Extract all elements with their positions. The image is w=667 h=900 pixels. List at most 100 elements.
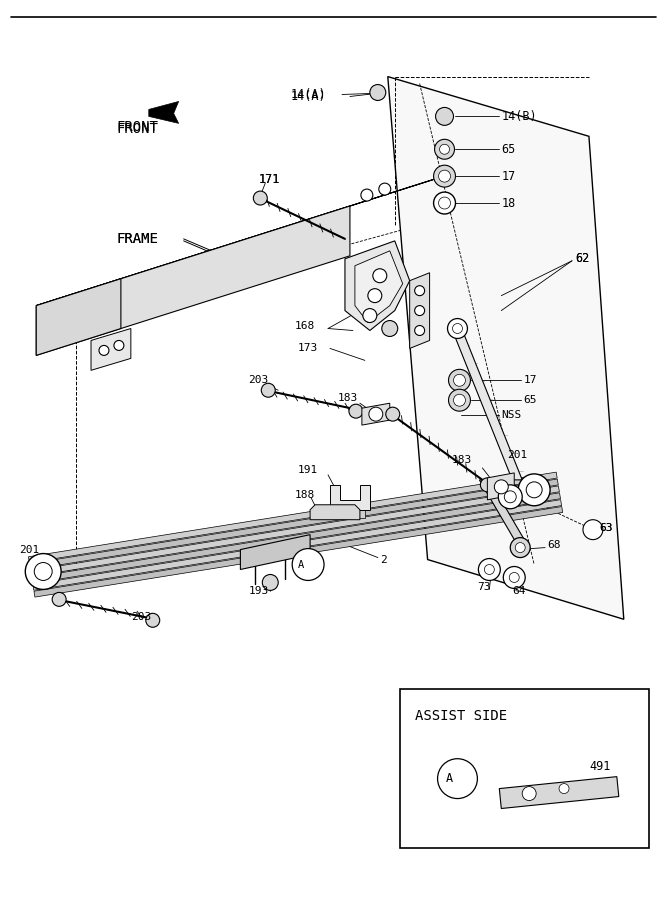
Circle shape	[478, 559, 500, 580]
Circle shape	[349, 404, 363, 419]
Text: 63: 63	[599, 523, 612, 533]
Circle shape	[454, 394, 466, 406]
Text: 14(A): 14(A)	[290, 90, 325, 103]
Text: 201: 201	[19, 544, 39, 554]
Polygon shape	[452, 330, 522, 480]
Circle shape	[440, 144, 450, 154]
Text: 491: 491	[589, 760, 610, 773]
Polygon shape	[36, 179, 435, 306]
Polygon shape	[29, 479, 558, 570]
Polygon shape	[240, 535, 310, 570]
Circle shape	[434, 192, 456, 214]
Circle shape	[515, 543, 525, 553]
Circle shape	[415, 306, 425, 316]
Polygon shape	[34, 507, 563, 597]
Polygon shape	[362, 403, 390, 425]
Circle shape	[439, 170, 450, 182]
Circle shape	[368, 289, 382, 302]
Polygon shape	[400, 689, 649, 849]
Circle shape	[363, 309, 377, 322]
Polygon shape	[480, 480, 527, 544]
Circle shape	[52, 592, 66, 607]
Circle shape	[559, 784, 569, 794]
Circle shape	[480, 478, 494, 491]
Circle shape	[34, 562, 52, 580]
Polygon shape	[410, 273, 430, 348]
Text: 14(A): 14(A)	[290, 88, 325, 101]
Polygon shape	[91, 328, 131, 370]
Text: 203: 203	[248, 375, 269, 385]
Circle shape	[361, 189, 373, 201]
Circle shape	[494, 480, 508, 494]
Text: A: A	[298, 560, 304, 570]
Text: 64: 64	[512, 587, 526, 597]
Circle shape	[253, 191, 267, 205]
Polygon shape	[488, 472, 514, 500]
Circle shape	[25, 554, 61, 590]
Text: 65: 65	[502, 143, 516, 156]
Circle shape	[526, 482, 542, 498]
Circle shape	[518, 474, 550, 506]
Text: 183: 183	[452, 455, 472, 465]
Circle shape	[510, 572, 519, 582]
Text: 191: 191	[298, 465, 318, 475]
Text: 63: 63	[599, 523, 612, 533]
Polygon shape	[335, 509, 365, 518]
Circle shape	[438, 759, 478, 798]
Circle shape	[114, 340, 124, 350]
Polygon shape	[310, 505, 360, 519]
Circle shape	[292, 549, 324, 580]
Text: 193: 193	[248, 587, 269, 597]
Circle shape	[379, 183, 391, 195]
Circle shape	[439, 197, 450, 209]
Text: 168: 168	[295, 320, 315, 330]
Circle shape	[498, 485, 522, 508]
Circle shape	[436, 107, 454, 125]
Circle shape	[583, 519, 603, 540]
Text: FRAME: FRAME	[116, 232, 158, 246]
Polygon shape	[345, 241, 410, 330]
Polygon shape	[31, 486, 560, 576]
Polygon shape	[36, 279, 121, 356]
Text: 62: 62	[575, 252, 589, 266]
Text: 18: 18	[502, 196, 516, 210]
Text: 73: 73	[478, 582, 491, 592]
Text: 171: 171	[258, 173, 279, 185]
Polygon shape	[36, 206, 350, 356]
Text: 188: 188	[295, 490, 315, 500]
Text: 183: 183	[338, 393, 358, 403]
Text: 14(B): 14(B)	[502, 110, 537, 123]
Circle shape	[448, 369, 470, 392]
Circle shape	[510, 537, 530, 558]
Circle shape	[484, 564, 494, 574]
Circle shape	[262, 574, 278, 590]
Polygon shape	[33, 500, 562, 590]
Circle shape	[386, 407, 400, 421]
Text: A: A	[446, 772, 453, 785]
Polygon shape	[29, 472, 557, 562]
Circle shape	[435, 140, 454, 159]
Circle shape	[99, 346, 109, 356]
Polygon shape	[388, 76, 624, 619]
Circle shape	[146, 613, 159, 627]
Circle shape	[434, 166, 456, 187]
Text: 65: 65	[523, 395, 537, 405]
Text: FRONT: FRONT	[116, 122, 158, 136]
Text: 2: 2	[380, 554, 387, 564]
Text: 203: 203	[131, 612, 151, 622]
Polygon shape	[32, 493, 560, 583]
Circle shape	[504, 566, 525, 589]
Circle shape	[504, 491, 516, 503]
Text: 62: 62	[575, 252, 589, 266]
Text: FRAME: FRAME	[116, 232, 158, 246]
Circle shape	[448, 390, 470, 411]
Circle shape	[452, 323, 462, 334]
Circle shape	[415, 285, 425, 295]
Text: 201: 201	[508, 450, 528, 460]
Text: 17: 17	[523, 375, 537, 385]
Circle shape	[454, 374, 466, 386]
Polygon shape	[500, 777, 619, 808]
Polygon shape	[355, 251, 403, 322]
Circle shape	[382, 320, 398, 337]
Text: ASSIST SIDE: ASSIST SIDE	[415, 709, 507, 723]
